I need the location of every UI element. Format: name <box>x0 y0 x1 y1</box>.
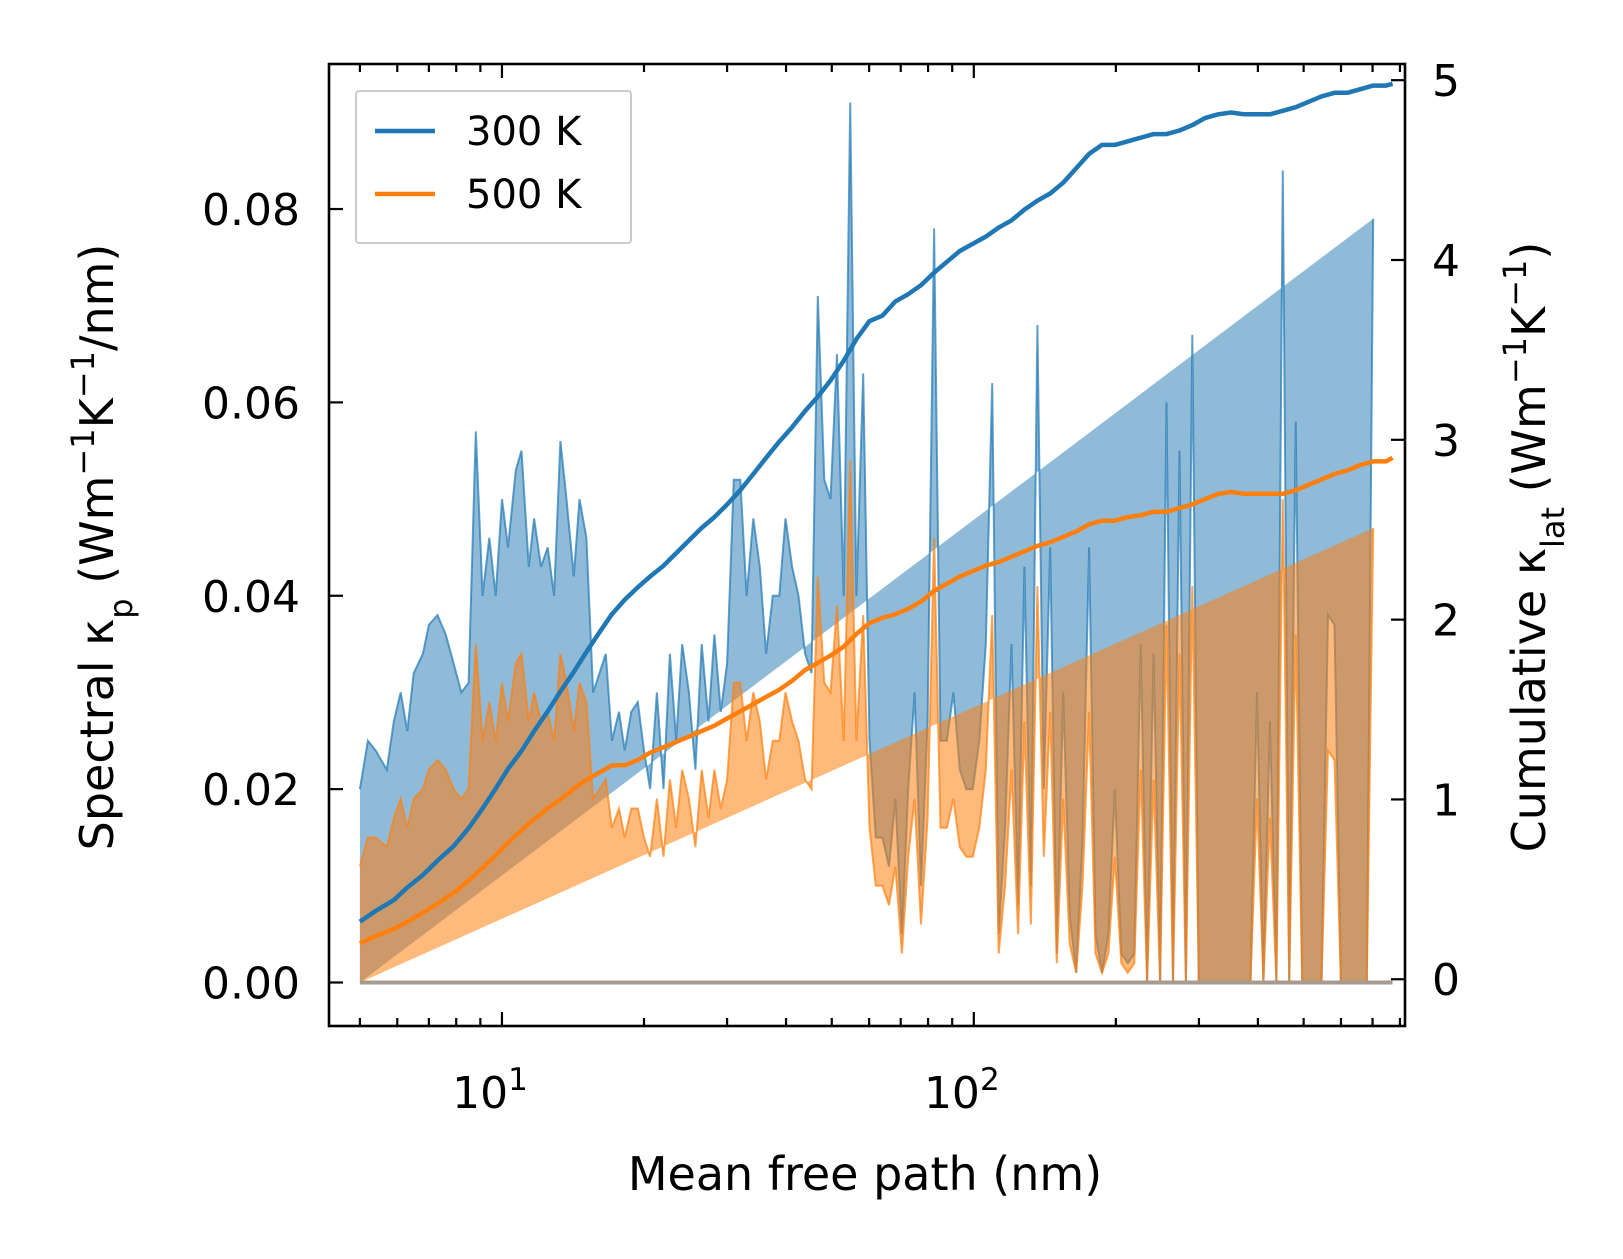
y2-tick-label: 2 <box>1432 596 1460 647</box>
y2-axis-title-subscript: lat <box>1534 507 1572 548</box>
x-tick-label: 102 <box>924 1062 1000 1119</box>
x-tick-label: 101 <box>452 1062 528 1119</box>
axes: 101 102 0.00 0.02 0.04 0.06 0.08 0 1 2 3 4 5 <box>202 56 1460 1119</box>
y-axis-title-subscript: p <box>102 598 140 618</box>
cumulative-line-300k <box>358 81 1394 924</box>
y-tick-label: 0.00 <box>202 958 300 1009</box>
y2-tick-label: 4 <box>1432 236 1460 287</box>
y-tick-label: 0.04 <box>202 572 300 623</box>
legend: 300 K 500 K <box>355 90 632 244</box>
spectral-fill-500k <box>359 460 1374 983</box>
x-axis-title: Mean free path (nm) <box>628 1147 1102 1201</box>
plot-frame <box>327 62 1407 1028</box>
legend-label-300k: 300 K <box>466 109 583 155</box>
y2-axis-title: Cumulative κlat (Wm−1K−1) <box>1496 242 1572 853</box>
y-axis-title: Spectral κp (Wm−1K−1/nm) <box>64 244 140 851</box>
y-tick-label: 0.08 <box>202 185 300 236</box>
y-tick-label: 0.02 <box>202 765 300 816</box>
legend-label-500k: 500 K <box>466 172 583 218</box>
y-tick-label: 0.06 <box>202 378 300 429</box>
y2-tick-label: 5 <box>1432 56 1460 107</box>
cumulative-line-500k <box>358 455 1394 946</box>
y2-tick-label: 1 <box>1432 775 1460 826</box>
y2-tick-label: 3 <box>1432 416 1460 467</box>
series-lines <box>358 81 1394 946</box>
y2-tick-label: 0 <box>1432 955 1460 1006</box>
